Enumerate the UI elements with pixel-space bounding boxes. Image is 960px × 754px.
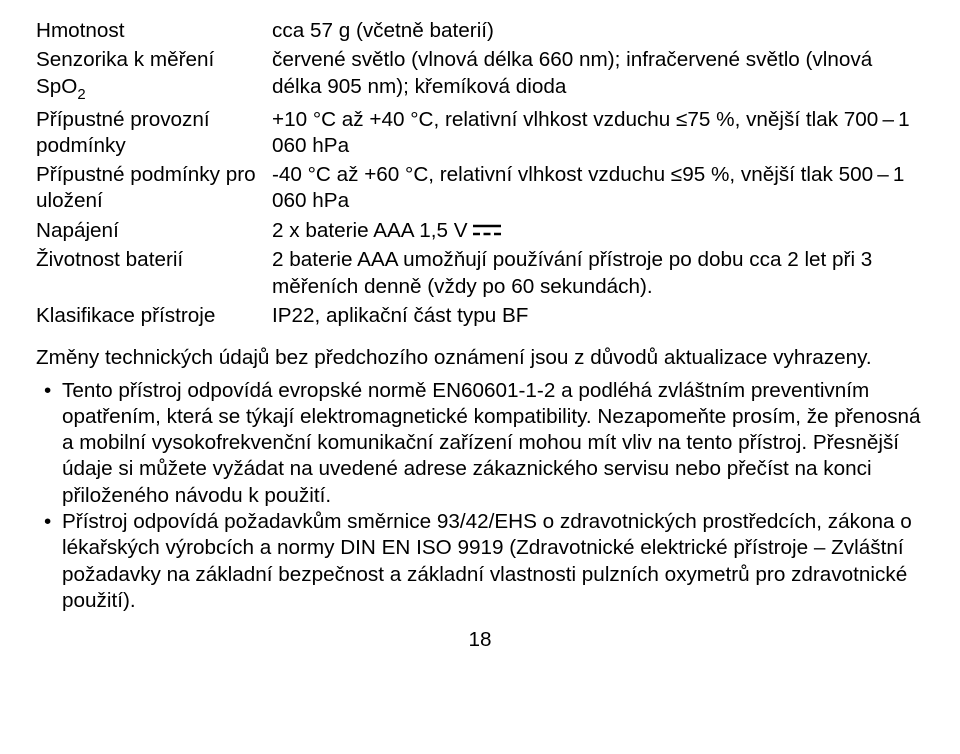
spec-value: cca 57 g (včetně baterií) (272, 18, 924, 47)
list-item: Tento přístroj odpovídá evropské normě E… (36, 378, 924, 509)
table-row: Klasifikace přístroje IP22, aplikační čá… (36, 303, 924, 332)
spec-value: červené světlo (vlnová délka 660 nm); in… (272, 47, 924, 106)
spec-label: Senzorika k měření SpO2 (36, 47, 272, 106)
spec-table: Hmotnost cca 57 g (včetně baterií) Senzo… (36, 18, 924, 332)
spec-value: 2 baterie AAA umožňují používání přístro… (272, 247, 924, 303)
spec-label: Životnost baterií (36, 247, 272, 303)
spec-value: IP22, aplikační část typu BF (272, 303, 924, 332)
spec-label: Napájení (36, 218, 272, 248)
spec-label: Přípustné podmínky pro uložení (36, 162, 272, 218)
spec-label: Klasifikace přístroje (36, 303, 272, 332)
notes-section: Změny technických údajů bez předchozího … (36, 345, 924, 614)
table-row: Hmotnost cca 57 g (včetně baterií) (36, 18, 924, 47)
list-item: Přístroj odpovídá požadavkům směrnice 93… (36, 509, 924, 614)
table-row: Životnost baterií 2 baterie AAA umožňují… (36, 247, 924, 303)
page-number: 18 (36, 628, 924, 652)
spec-value: -40 °C až +60 °C, relativní vlhkost vzdu… (272, 162, 924, 218)
page-root: Hmotnost cca 57 g (včetně baterií) Senzo… (0, 0, 960, 652)
table-row: Napájení 2 x baterie AAA 1,5 V (36, 218, 924, 248)
notes-intro: Změny technických údajů bez předchozího … (36, 345, 924, 371)
spec-label: Hmotnost (36, 18, 272, 47)
dc-supply-icon (472, 218, 502, 244)
table-row: Senzorika k měření SpO2 červené světlo (… (36, 47, 924, 106)
spec-value: 2 x baterie AAA 1,5 V (272, 218, 924, 248)
table-row: Přípustné provozní podmínky +10 °C až +4… (36, 107, 924, 163)
table-row: Přípustné podmínky pro uložení -40 °C až… (36, 162, 924, 218)
spec-value: +10 °C až +40 °C, relativní vlhkost vzdu… (272, 107, 924, 163)
notes-list: Tento přístroj odpovídá evropské normě E… (36, 378, 924, 615)
spec-label: Přípustné provozní podmínky (36, 107, 272, 163)
spec-value-text: 2 x baterie AAA 1,5 V (272, 219, 468, 242)
